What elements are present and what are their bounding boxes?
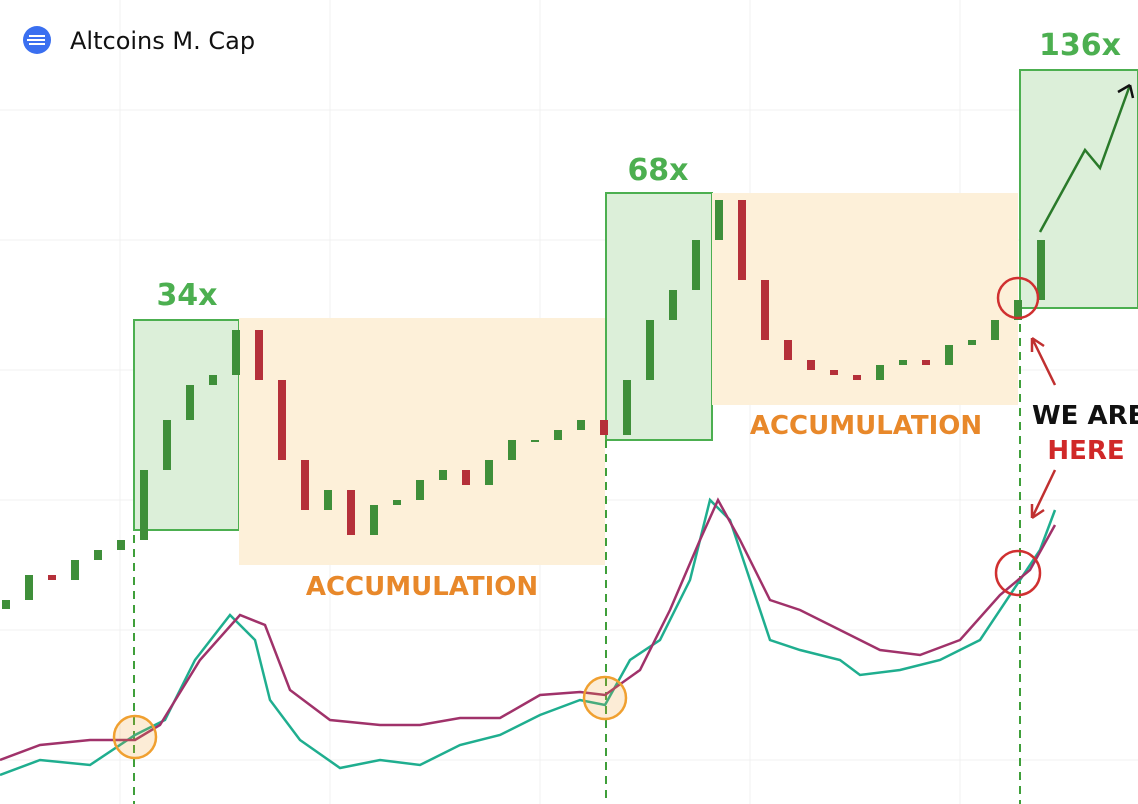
phase-label: ACCUMULATION bbox=[750, 411, 982, 441]
candle bbox=[853, 375, 861, 380]
candle bbox=[94, 550, 102, 560]
candle bbox=[186, 385, 194, 420]
indicator-line bbox=[0, 497, 1057, 777]
indicator-line bbox=[0, 497, 1057, 762]
candle bbox=[462, 470, 470, 485]
multiplier-label: 34x bbox=[156, 278, 217, 313]
candle bbox=[646, 320, 654, 380]
candle bbox=[393, 500, 401, 505]
candle bbox=[301, 460, 309, 510]
plot bbox=[0, 200, 1057, 777]
candle bbox=[922, 360, 930, 365]
candle bbox=[600, 420, 608, 435]
multiplier-label: 68x bbox=[627, 153, 688, 188]
candle bbox=[485, 460, 493, 485]
candle bbox=[738, 200, 746, 280]
highlights bbox=[112, 276, 1042, 760]
candle bbox=[968, 340, 976, 345]
candle bbox=[623, 380, 631, 435]
candle bbox=[876, 365, 884, 380]
candle bbox=[232, 330, 240, 375]
candle bbox=[508, 440, 516, 460]
candle bbox=[324, 490, 332, 510]
callout: WE ARE bbox=[1032, 401, 1138, 431]
candle bbox=[945, 345, 953, 365]
candle bbox=[209, 375, 217, 385]
logo-mark bbox=[27, 35, 45, 45]
candle bbox=[255, 330, 263, 380]
chart-title: Altcoins M. Cap bbox=[70, 27, 255, 55]
candle bbox=[370, 505, 378, 535]
candle bbox=[2, 600, 10, 609]
candle bbox=[715, 200, 723, 240]
candle bbox=[278, 380, 286, 460]
accumulation-box bbox=[712, 193, 1018, 405]
candle bbox=[784, 340, 792, 360]
candle bbox=[830, 370, 838, 375]
candle bbox=[25, 575, 33, 600]
pump-box bbox=[133, 319, 240, 531]
candle bbox=[577, 420, 585, 430]
candle bbox=[416, 480, 424, 500]
candle bbox=[807, 360, 815, 370]
candle bbox=[692, 240, 700, 290]
candle bbox=[163, 420, 171, 470]
candle bbox=[1037, 240, 1045, 300]
phase-label: ACCUMULATION bbox=[306, 572, 538, 602]
callout: HERE bbox=[1047, 436, 1124, 466]
candle bbox=[554, 430, 562, 440]
arrows bbox=[1030, 83, 1135, 520]
accumulation-box bbox=[239, 318, 605, 565]
candle bbox=[347, 490, 355, 535]
candle bbox=[1014, 300, 1022, 320]
candle bbox=[117, 540, 125, 550]
multiplier-label: 136x bbox=[1039, 28, 1121, 63]
candle bbox=[439, 470, 447, 480]
candle bbox=[761, 280, 769, 340]
candle bbox=[531, 440, 539, 442]
candle bbox=[140, 470, 148, 540]
candle bbox=[71, 560, 79, 580]
candle bbox=[991, 320, 999, 340]
pump-box bbox=[605, 192, 713, 441]
candle bbox=[669, 290, 677, 320]
candle bbox=[48, 575, 56, 580]
candle bbox=[899, 360, 907, 365]
